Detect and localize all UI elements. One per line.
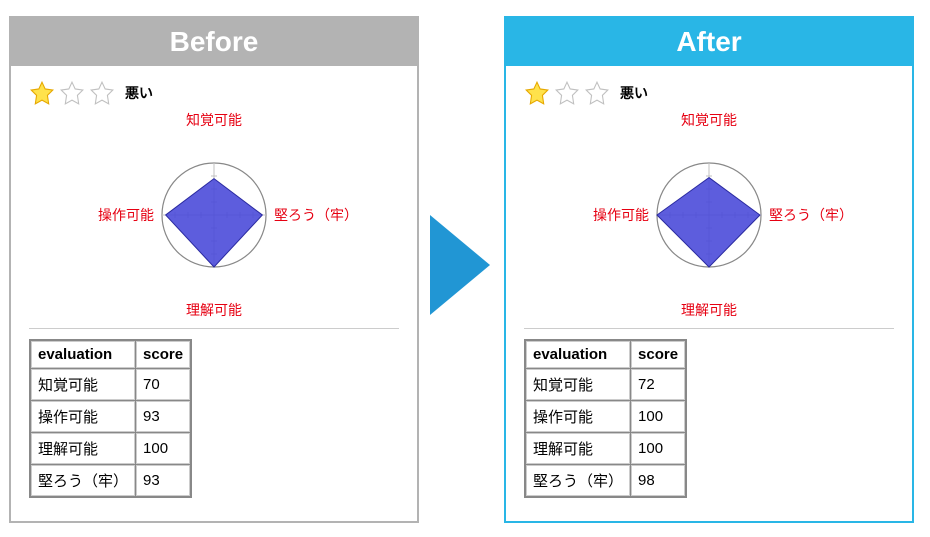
score-cell: 93 [136, 401, 190, 432]
eval-cell: 堅ろう（牢） [31, 465, 135, 496]
eval-cell: 操作可能 [526, 401, 630, 432]
score-cell: 100 [136, 433, 190, 464]
score-cell: 72 [631, 369, 685, 400]
eval-cell: 知覚可能 [31, 369, 135, 400]
score-cell: 93 [136, 465, 190, 496]
divider [524, 328, 894, 329]
col-score: score [631, 341, 685, 368]
eval-cell: 知覚可能 [526, 369, 630, 400]
table-row: 操作可能100 [526, 401, 685, 432]
divider [29, 328, 399, 329]
axis-bottom: 理解可能 [186, 300, 242, 320]
table-row: 堅ろう（牢）98 [526, 465, 685, 496]
col-score: score [136, 341, 190, 368]
eval-cell: 操作可能 [31, 401, 135, 432]
axis-top: 知覚可能 [681, 110, 737, 130]
rating-label: 悪い [620, 83, 648, 103]
score-cell: 98 [631, 465, 685, 496]
score-cell: 100 [631, 401, 685, 432]
table-row: 知覚可能70 [31, 369, 190, 400]
axis-top: 知覚可能 [186, 110, 242, 130]
panel-0: Before 悪い 知覚可能 堅ろう（牢） 理解可能 操作可能 evaluati… [9, 16, 419, 523]
table-row: 理解可能100 [31, 433, 190, 464]
arrow-icon [425, 210, 495, 320]
score-cell: 100 [631, 433, 685, 464]
col-eval: evaluation [526, 341, 630, 368]
radar-chart: 知覚可能 堅ろう（牢） 理解可能 操作可能 [29, 110, 399, 320]
table-row: 理解可能100 [526, 433, 685, 464]
radar-chart: 知覚可能 堅ろう（牢） 理解可能 操作可能 [524, 110, 894, 320]
table-row: 操作可能93 [31, 401, 190, 432]
eval-cell: 堅ろう（牢） [526, 465, 630, 496]
table-row: 堅ろう（牢）93 [31, 465, 190, 496]
score-table: evaluationscore 知覚可能70操作可能93理解可能100堅ろう（牢… [29, 339, 192, 498]
eval-cell: 理解可能 [31, 433, 135, 464]
col-eval: evaluation [31, 341, 135, 368]
panel-header: After [506, 18, 912, 66]
rating-row: 悪い [524, 80, 894, 106]
panel-1: After 悪い 知覚可能 堅ろう（牢） 理解可能 操作可能 evaluatio… [504, 16, 914, 523]
axis-bottom: 理解可能 [681, 300, 737, 320]
score-cell: 70 [136, 369, 190, 400]
score-table: evaluationscore 知覚可能72操作可能100理解可能100堅ろう（… [524, 339, 687, 498]
table-row: 知覚可能72 [526, 369, 685, 400]
rating-label: 悪い [125, 83, 153, 103]
panel-header: Before [11, 18, 417, 66]
rating-row: 悪い [29, 80, 399, 106]
eval-cell: 理解可能 [526, 433, 630, 464]
